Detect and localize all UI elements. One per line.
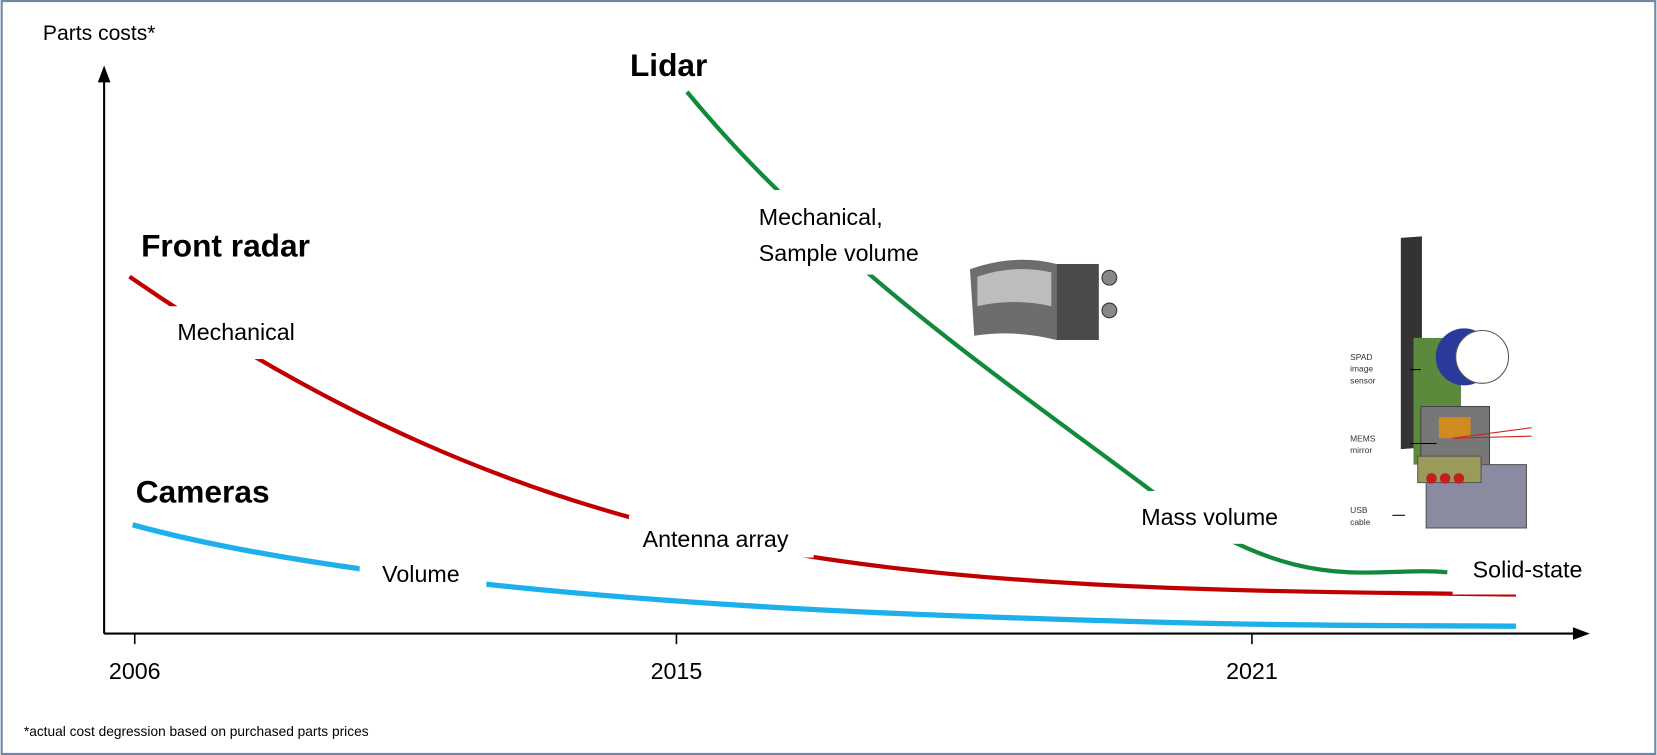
stage-label: Sample volume xyxy=(759,240,919,266)
x-label: 2021 xyxy=(1226,658,1278,684)
image-label: USB xyxy=(1350,505,1368,515)
x-label: 2015 xyxy=(651,658,703,684)
label-bg xyxy=(628,515,814,558)
series-title: Cameras xyxy=(136,474,270,510)
label-bg xyxy=(1452,546,1601,595)
solid-state-illustration xyxy=(1392,236,1532,529)
stage-label: Solid-state xyxy=(1473,557,1583,583)
stage-label: Mass volume xyxy=(1141,504,1278,530)
y-arrow xyxy=(97,65,111,83)
image-label: image xyxy=(1350,364,1373,374)
camera-curve xyxy=(131,522,1516,629)
stage-label: Mechanical xyxy=(177,319,294,345)
y-axis-label: Parts costs* xyxy=(43,22,156,45)
image-label: cable xyxy=(1350,517,1370,527)
stage-label: Antenna array xyxy=(643,526,789,552)
x-arrow xyxy=(1572,627,1590,640)
lidar-device xyxy=(969,259,1118,341)
series-title: Front radar xyxy=(141,228,310,264)
footnote: *actual cost degression based on purchas… xyxy=(24,724,369,739)
x-label: 2006 xyxy=(109,658,161,684)
label-bg xyxy=(359,552,487,595)
image-label: SPAD xyxy=(1350,352,1372,362)
label-bg xyxy=(1130,491,1289,544)
image-label: sensor xyxy=(1350,375,1376,385)
stage-label: Volume xyxy=(382,561,459,587)
stage-label: Mechanical, xyxy=(759,204,883,230)
label-bg xyxy=(159,306,318,360)
image-label: mirror xyxy=(1350,445,1372,455)
label-bg xyxy=(745,190,936,275)
image-label: MEMS xyxy=(1350,433,1376,443)
series-title: Lidar xyxy=(630,47,707,83)
